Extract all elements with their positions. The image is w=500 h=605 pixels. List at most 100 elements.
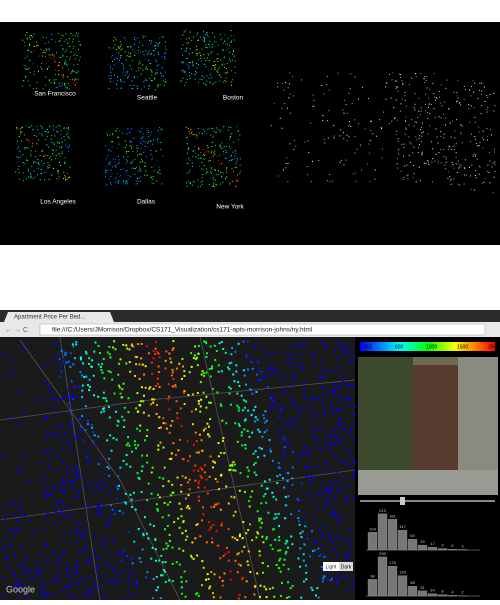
price-dot bbox=[63, 48, 64, 49]
price-dot bbox=[159, 43, 160, 44]
price-dot bbox=[136, 584, 138, 586]
price-dot bbox=[241, 551, 243, 553]
slider[interactable] bbox=[360, 500, 495, 502]
price-dot bbox=[196, 452, 198, 454]
price-dot bbox=[230, 496, 232, 498]
price-dot bbox=[234, 422, 236, 424]
price-dot bbox=[167, 545, 169, 547]
price-dot bbox=[307, 538, 309, 540]
price-dot bbox=[32, 143, 33, 144]
nav-buttons[interactable]: ← → C bbox=[5, 327, 28, 334]
price-dot bbox=[105, 575, 107, 577]
price-dot bbox=[334, 498, 336, 500]
price-dot bbox=[50, 54, 51, 55]
price-dot bbox=[154, 165, 155, 166]
price-dot bbox=[308, 405, 310, 407]
price-dot bbox=[332, 394, 334, 396]
price-dot bbox=[193, 151, 194, 152]
price-dot bbox=[47, 434, 49, 436]
price-dot bbox=[201, 519, 203, 521]
hist-bar bbox=[448, 595, 457, 596]
price-dot bbox=[48, 48, 49, 49]
light-dot bbox=[476, 143, 477, 144]
light-dot bbox=[448, 171, 449, 172]
light-dot bbox=[414, 107, 415, 108]
price-dot bbox=[226, 172, 227, 173]
price-dot bbox=[140, 162, 141, 163]
price-dot bbox=[260, 585, 262, 587]
light-dot bbox=[418, 111, 419, 112]
price-dot bbox=[49, 126, 50, 127]
price-dot bbox=[180, 484, 182, 486]
price-dot bbox=[144, 166, 145, 167]
price-dot bbox=[155, 72, 156, 73]
price-dot bbox=[196, 63, 197, 64]
price-dot bbox=[77, 475, 79, 477]
price-dot bbox=[211, 541, 213, 543]
price-dot bbox=[60, 370, 62, 372]
price-dot bbox=[140, 52, 141, 53]
price-dot bbox=[258, 369, 260, 371]
price-dot bbox=[327, 490, 329, 492]
price-dot bbox=[20, 392, 22, 394]
price-dot bbox=[208, 151, 209, 152]
light-dot bbox=[474, 117, 475, 118]
price-dot bbox=[108, 64, 109, 65]
price-dot bbox=[193, 37, 194, 38]
price-dot bbox=[28, 50, 29, 51]
price-dot bbox=[335, 481, 337, 483]
price-dot bbox=[221, 77, 222, 78]
light-dot bbox=[285, 167, 286, 168]
slider-handle[interactable] bbox=[400, 497, 405, 505]
price-dot bbox=[33, 162, 34, 163]
price-dot bbox=[157, 383, 159, 385]
price-dot bbox=[271, 366, 273, 368]
price-dot bbox=[158, 130, 159, 131]
price-dot bbox=[199, 52, 200, 53]
price-dot bbox=[170, 494, 172, 496]
price-dot bbox=[126, 133, 127, 134]
price-dot bbox=[58, 426, 60, 428]
price-dot bbox=[336, 471, 338, 473]
price-dot bbox=[217, 545, 219, 547]
price-dot bbox=[27, 160, 28, 161]
price-dot bbox=[63, 178, 64, 179]
price-dot bbox=[86, 456, 88, 458]
price-dot bbox=[164, 367, 166, 369]
price-dot bbox=[220, 59, 221, 60]
price-dot bbox=[150, 154, 151, 155]
price-dot bbox=[148, 52, 149, 53]
price-dot bbox=[146, 429, 148, 431]
price-dot bbox=[123, 549, 125, 551]
price-dot bbox=[222, 182, 223, 183]
price-dot bbox=[111, 450, 113, 452]
price-dot bbox=[216, 391, 218, 393]
price-dot bbox=[318, 379, 320, 381]
price-dot bbox=[54, 144, 55, 145]
price-dot bbox=[126, 151, 127, 152]
price-dot bbox=[41, 169, 42, 170]
price-dot bbox=[139, 378, 141, 380]
price-dot bbox=[158, 416, 160, 418]
light-dot bbox=[466, 175, 467, 176]
price-dot bbox=[46, 474, 48, 476]
price-dot bbox=[59, 85, 60, 86]
price-dot bbox=[316, 442, 318, 444]
light-dot bbox=[447, 178, 448, 179]
price-dot bbox=[150, 140, 151, 141]
price-dot bbox=[188, 68, 189, 69]
price-dot bbox=[190, 48, 191, 49]
price-dot bbox=[197, 470, 199, 472]
price-dot bbox=[68, 586, 70, 588]
light-dot bbox=[421, 132, 422, 133]
map[interactable] bbox=[0, 337, 355, 600]
price-dot bbox=[218, 58, 219, 59]
light-dot bbox=[396, 100, 397, 101]
price-dot bbox=[28, 140, 29, 141]
price-dot bbox=[198, 158, 199, 159]
price-dot bbox=[211, 167, 212, 168]
light-dot bbox=[398, 141, 399, 142]
price-dot bbox=[157, 65, 158, 66]
price-dot bbox=[249, 523, 251, 525]
price-dot bbox=[237, 441, 239, 443]
